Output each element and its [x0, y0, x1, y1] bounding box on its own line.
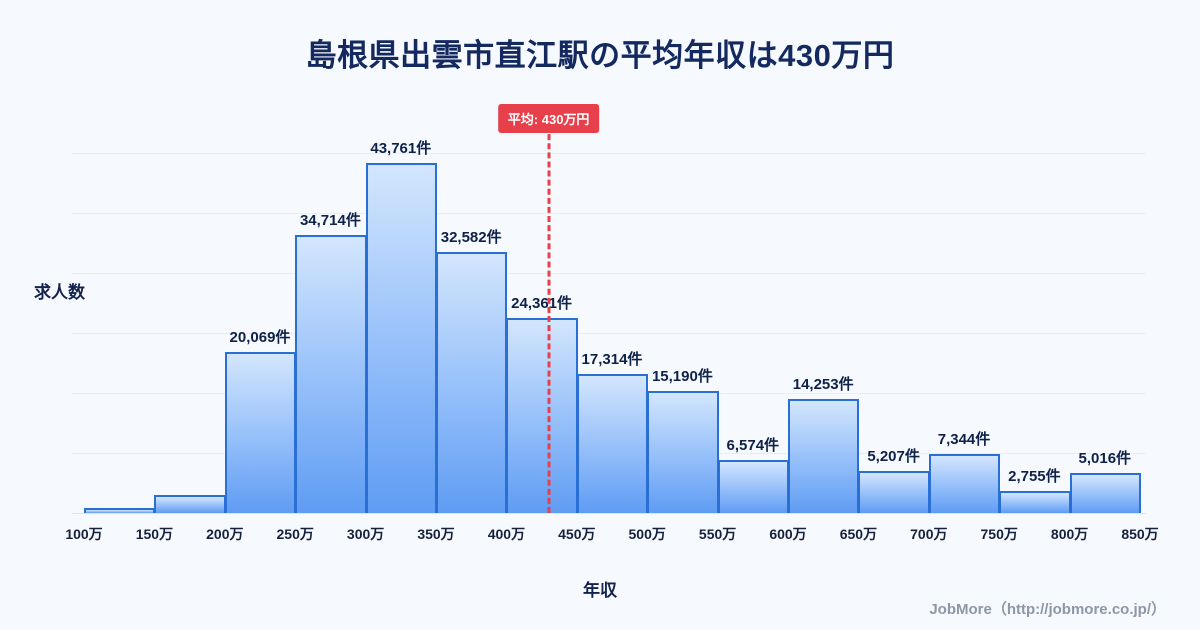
- bar-value-label: 20,069件: [229, 329, 291, 346]
- histogram-bar: [365, 163, 437, 513]
- histogram-bar: [154, 495, 226, 513]
- bar-value-label: 15,190件: [651, 368, 713, 385]
- x-axis-tick-label: 350万: [417, 526, 455, 542]
- histogram-bar: [84, 508, 156, 513]
- x-axis-tick-label: 200万: [206, 526, 244, 542]
- x-axis-baseline: [72, 513, 1146, 514]
- chart-title: 島根県出雲市直江駅の平均年収は430万円: [305, 38, 895, 73]
- x-axis-tick-label: 300万: [346, 526, 385, 542]
- histogram-bar: [647, 391, 719, 513]
- average-line: [547, 116, 551, 513]
- x-axis-tick-label: 800万: [1050, 526, 1089, 542]
- bar-value-label: 32,582件: [440, 229, 502, 246]
- x-axis-tick-label: 400万: [487, 526, 526, 542]
- y-axis-label: 求人数: [34, 283, 85, 302]
- x-axis-tick-label: 550万: [698, 526, 737, 542]
- gridline: [72, 153, 1146, 154]
- bar-value-label: 5,207件: [867, 448, 920, 465]
- histogram-bar: [436, 252, 508, 513]
- histogram-bar: [1069, 473, 1141, 513]
- bar-value-label: 6,574件: [726, 437, 780, 454]
- x-axis-label: 年収: [583, 581, 617, 600]
- histogram-bar: [717, 460, 789, 513]
- x-axis-tick-label: 850万: [1121, 526, 1159, 542]
- x-axis-tick-label: 750万: [980, 526, 1018, 542]
- bar-value-label: 43,761件: [370, 140, 432, 157]
- bar-value-label: 14,253件: [792, 376, 854, 393]
- footer-credit: JobMore（http://jobmore.co.jp/）: [929, 601, 1166, 618]
- histogram-bar: [224, 352, 297, 513]
- bar-value-label: 24,361件: [511, 295, 573, 312]
- histogram-bar: [295, 235, 367, 513]
- x-axis-tick-label: 250万: [276, 526, 314, 542]
- x-axis-tick-label: 500万: [628, 526, 666, 542]
- bar-value-label: 7,344件: [937, 431, 991, 448]
- x-axis-tick-label: 150万: [135, 526, 174, 542]
- x-axis-tick-label: 450万: [558, 526, 596, 542]
- x-axis-tick-label: 100万: [65, 526, 103, 542]
- histogram-bar: [858, 471, 930, 513]
- bar-value-label: 34,714件: [299, 212, 361, 229]
- average-badge: 平均: 430万円: [497, 104, 600, 133]
- x-axis-tick-label: 700万: [910, 526, 948, 542]
- gridline: [72, 273, 1146, 274]
- bar-value-label: 17,314件: [581, 351, 643, 368]
- histogram-bar: [506, 318, 578, 513]
- x-axis-tick-label: 600万: [769, 526, 807, 542]
- gridline: [72, 333, 1146, 334]
- histogram-bar: [576, 374, 649, 513]
- bar-value-label: 2,755件: [1008, 468, 1061, 485]
- histogram-bar: [788, 399, 860, 513]
- x-axis-tick-label: 650万: [839, 526, 878, 542]
- histogram-bar: [999, 491, 1071, 513]
- gridline: [72, 213, 1146, 214]
- histogram-bar: [928, 454, 1001, 513]
- bar-value-label: 5,016件: [1078, 450, 1132, 467]
